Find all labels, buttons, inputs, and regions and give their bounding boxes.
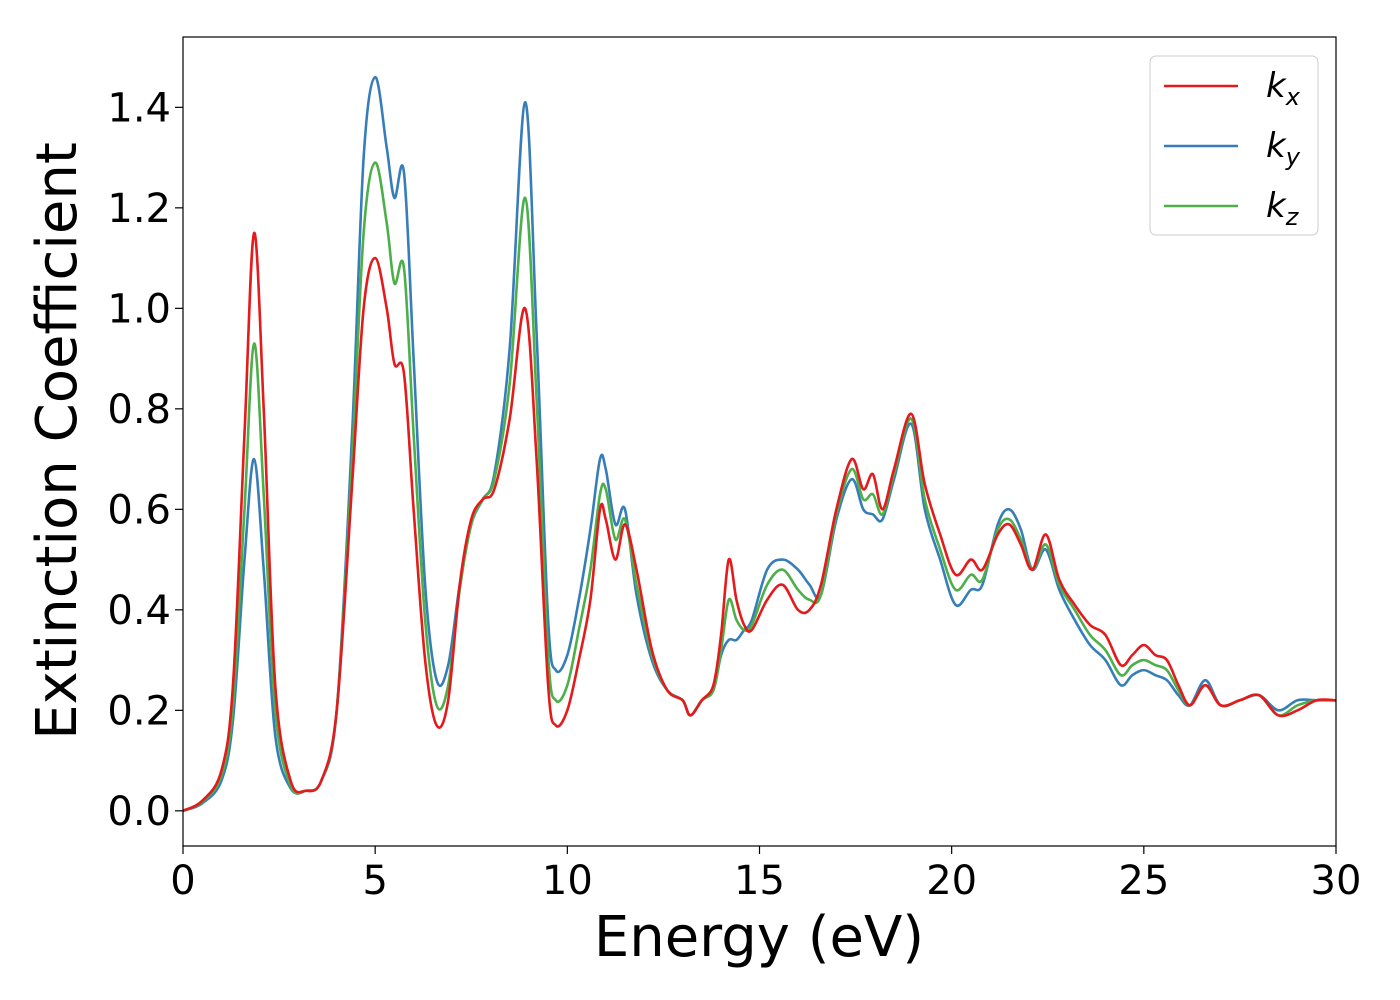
y-tick-label: 0.8 <box>107 387 171 433</box>
y-tick-label: 1.0 <box>107 286 171 332</box>
y-tick-label: 1.2 <box>107 186 171 232</box>
legend-label-base: k <box>1266 126 1287 166</box>
legend-label-base: k <box>1266 66 1287 106</box>
legend-label-subscript: x <box>1285 83 1301 111</box>
x-axis-title: Energy (eV) <box>594 905 924 970</box>
series-line-kx <box>183 231 1336 813</box>
x-tick-label: 15 <box>734 858 785 904</box>
y-tick-label: 1.4 <box>107 85 171 131</box>
legend-label-ky: ky <box>1266 126 1301 171</box>
legend-label-base: k <box>1266 186 1287 226</box>
legend-label-kx: kx <box>1266 66 1301 111</box>
x-tick-label: 10 <box>542 858 593 904</box>
x-tick-label: 20 <box>926 858 977 904</box>
legend-label-kz: kz <box>1266 186 1300 231</box>
y-tick-label: 0.4 <box>107 588 171 634</box>
x-tick-label: 25 <box>1118 858 1169 904</box>
x-tick-label: 30 <box>1311 858 1362 904</box>
y-tick-label: 0.2 <box>107 688 171 734</box>
x-tick-label: 0 <box>170 858 195 904</box>
y-tick-label: 0.0 <box>107 789 171 835</box>
legend-label-subscript: y <box>1285 143 1301 171</box>
legend-label-subscript: z <box>1285 203 1300 231</box>
y-tick-label: 0.6 <box>107 487 171 533</box>
x-axis-ticks: 0 5 10 15 20 25 30 <box>170 846 1361 904</box>
y-axis-ticks: 0.0 0.2 0.4 0.6 0.8 1.0 1.2 1.4 <box>107 85 183 835</box>
series-layer <box>183 75 1336 813</box>
x-tick-label: 5 <box>362 858 387 904</box>
y-axis-title: Extinction Coefficient <box>25 142 90 740</box>
